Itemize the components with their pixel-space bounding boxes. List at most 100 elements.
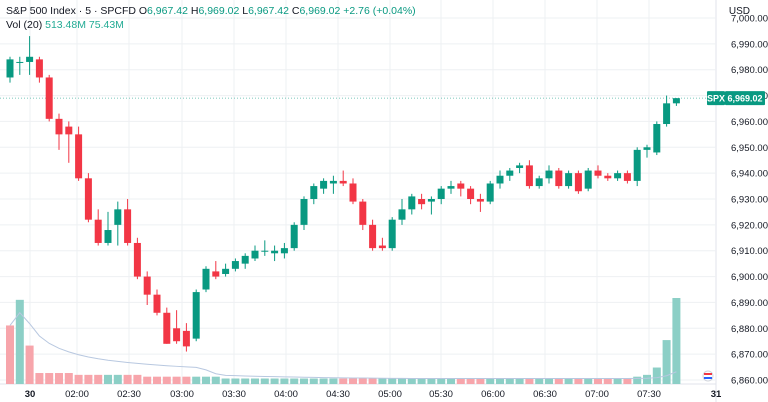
candle-body: [163, 312, 171, 344]
y-tick-label: 6,880.00: [731, 324, 768, 335]
volume-bar: [535, 378, 544, 384]
candle-body: [378, 245, 386, 249]
candle-body: [16, 61, 24, 63]
candle-body: [359, 201, 367, 225]
candle-body: [555, 170, 563, 187]
volume-bar: [123, 374, 132, 384]
open-value: 6,967.42: [147, 5, 188, 17]
candle-body: [349, 183, 357, 202]
volume-bar: [104, 374, 112, 384]
volume-bar: [633, 376, 642, 384]
y-tick-label: 6,960.00: [731, 117, 768, 128]
candle-body: [55, 118, 63, 135]
volume-bar: [202, 376, 210, 384]
candle-body: [447, 186, 455, 189]
volume-bar: [466, 378, 475, 384]
volume-bar: [172, 376, 181, 384]
volume-bar: [319, 378, 328, 384]
high-value: 6,969.02: [198, 5, 240, 17]
close-value: 6,969.02: [299, 5, 341, 17]
volume-bar: [603, 378, 612, 384]
price-tag-value: 6,969.02: [727, 94, 762, 104]
open-label: O: [138, 5, 148, 17]
y-tick-label: 6,980.00: [731, 65, 768, 76]
volume-bar: [554, 378, 563, 384]
price-tag-symbol-bg: [707, 91, 725, 106]
y-tick-label: 7,000.00: [731, 14, 768, 25]
currency-label[interactable]: USD: [728, 6, 750, 17]
candle-body: [614, 173, 622, 179]
volume-bar: [280, 378, 289, 384]
volume-bar: [35, 373, 44, 384]
change-value: +2.76 (+0.04%): [343, 5, 416, 17]
x-tick-label: 02:30: [117, 389, 141, 400]
low-value: 6,967.42: [248, 5, 289, 17]
candle-body: [251, 250, 259, 259]
volume-bar: [153, 376, 161, 384]
volume-bar: [398, 378, 406, 384]
candle-body: [329, 180, 337, 184]
candle-body: [280, 248, 288, 254]
candle-body: [290, 224, 298, 249]
volume-bar: [45, 373, 54, 384]
volume-bar: [662, 340, 671, 384]
volume-bar: [388, 378, 397, 384]
candle-body: [467, 188, 475, 199]
x-tick-label: 06:30: [533, 389, 557, 400]
volume-ma-line: [9, 311, 677, 380]
candle-body: [241, 255, 249, 264]
candle-body: [222, 268, 230, 274]
volume-bar: [290, 378, 299, 384]
x-tick-label: 31: [711, 389, 722, 400]
candle-body: [133, 242, 141, 277]
candle-body: [104, 230, 112, 243]
volume-ma-value: 75.43M: [88, 19, 124, 31]
volume-bar: [437, 378, 446, 384]
candle-body: [496, 175, 504, 184]
x-tick-label: 07:30: [637, 389, 661, 400]
low-label: L: [242, 5, 249, 17]
candle-body: [26, 56, 34, 62]
x-tick-label: 06:00: [481, 389, 505, 400]
x-tick-label: 03:30: [222, 389, 246, 400]
volume-bar: [545, 378, 553, 384]
y-tick-label: 6,920.00: [731, 220, 768, 231]
x-tick-label: 07:00: [585, 389, 609, 400]
volume-bar: [251, 378, 259, 384]
volume-bar: [211, 376, 220, 384]
price-tag-symbol: SPX: [707, 94, 725, 104]
volume-bar: [300, 378, 308, 384]
candle-body: [114, 209, 122, 225]
candle-body: [94, 219, 102, 243]
volume-bar: [515, 378, 524, 384]
x-tick-label: 30: [25, 389, 36, 400]
y-tick-label: 6,950.00: [731, 143, 768, 154]
candle-body: [182, 330, 190, 347]
candle-body: [35, 59, 43, 78]
volume-bar: [427, 378, 436, 384]
price-axis-background: [716, 0, 768, 402]
volume-bar: [192, 376, 201, 384]
legend-ohlc-row: S&P 500 Index · 5 · SPCFD O6,967.42 H6,9…: [6, 4, 416, 18]
high-label: H: [190, 5, 199, 17]
volume-bar: [260, 378, 269, 384]
candle-body: [398, 209, 406, 220]
candle-body: [6, 59, 14, 78]
y-tick-label: 6,860.00: [731, 376, 768, 387]
candle-body: [594, 170, 602, 176]
candle-body: [672, 98, 680, 104]
volume-bar: [143, 376, 152, 384]
candle-body: [437, 188, 445, 199]
volume-bar: [378, 378, 387, 384]
volume-bar: [486, 378, 495, 384]
candle-body: [633, 149, 641, 181]
candle-body: [320, 180, 328, 189]
x-tick-label: 03:00: [170, 389, 194, 400]
volume-bar: [64, 373, 73, 384]
volume-bar: [496, 378, 504, 384]
volume-bar: [476, 378, 485, 384]
candle-body: [192, 292, 200, 339]
candle-body: [339, 180, 347, 184]
